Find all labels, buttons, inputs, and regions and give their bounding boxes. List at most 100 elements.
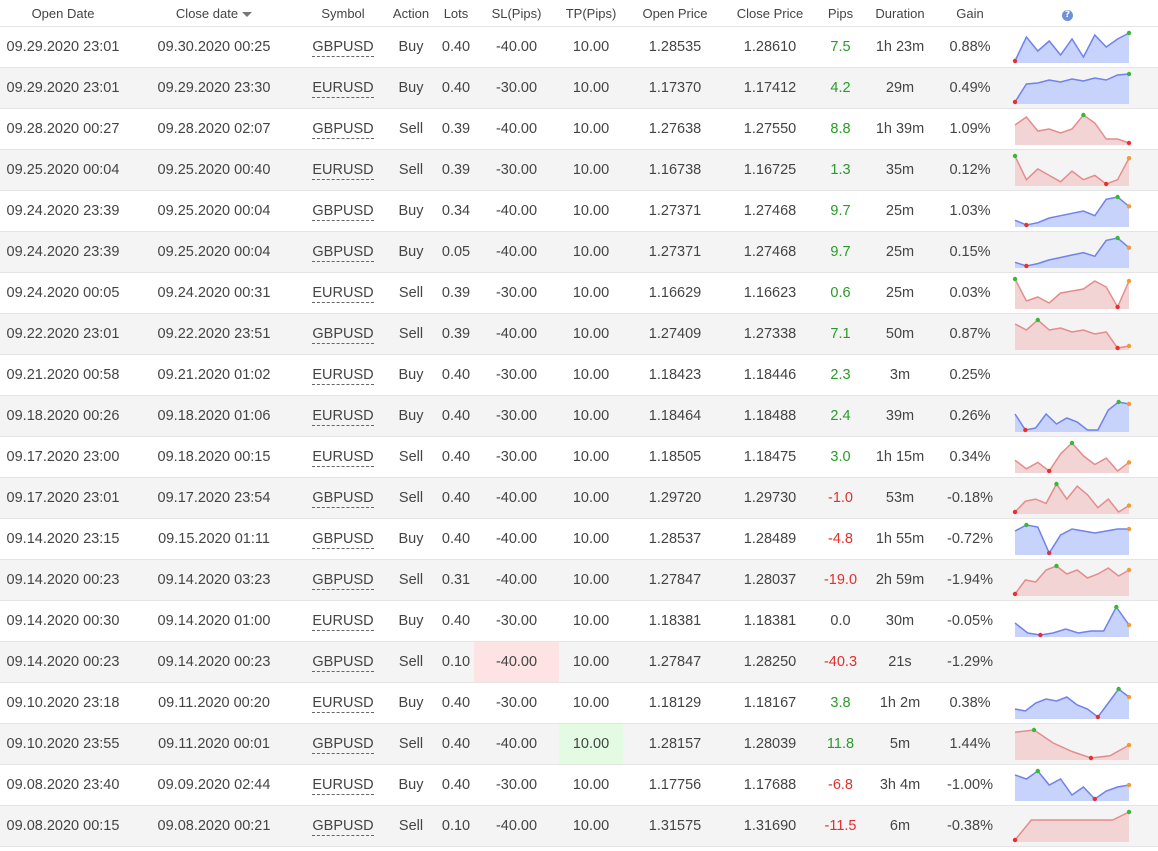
col-close-price[interactable]: Close Price [727, 0, 813, 27]
symbol-link[interactable]: GBPUSD [312, 326, 374, 344]
cell-action: Sell [384, 559, 438, 601]
symbol-link[interactable]: GBPUSD [312, 203, 374, 221]
symbol-link[interactable]: GBPUSD [312, 121, 374, 139]
symbol-link[interactable]: EURUSD [312, 367, 374, 385]
table-row[interactable]: 09.08.2020 23:40 09.09.2020 02:44 EURUSD Bu… [0, 764, 1158, 806]
cell-sl: -30.00 [474, 682, 559, 724]
cell-close-date: 09.29.2020 23:30 [126, 67, 302, 109]
pips-value: 0.6 [830, 285, 851, 301]
cell-close-date: 09.30.2020 00:25 [126, 26, 302, 68]
col-gain[interactable]: Gain [932, 0, 1008, 27]
col-action[interactable]: Action [384, 0, 438, 27]
table-row[interactable]: 09.24.2020 23:39 09.25.2020 00:04 GBPUSD Bu… [0, 231, 1158, 273]
gain-value: -0.38% [947, 818, 993, 834]
symbol-link[interactable]: GBPUSD [312, 572, 374, 590]
table-row[interactable]: 09.18.2020 00:26 09.18.2020 01:06 EURUSD Bu… [0, 395, 1158, 437]
cell-open-price: 1.27847 [623, 641, 727, 683]
table-row[interactable]: 09.10.2020 23:55 09.11.2020 00:01 GBPUSD Se… [0, 723, 1158, 765]
symbol-link[interactable]: GBPUSD [312, 818, 374, 836]
table-row[interactable]: 09.24.2020 23:39 09.25.2020 00:04 GBPUSD Bu… [0, 190, 1158, 232]
symbol-link[interactable]: EURUSD [312, 285, 374, 303]
symbol-link[interactable]: EURUSD [312, 80, 374, 98]
cell-pips: 7.5 [813, 26, 868, 68]
cell-open-price: 1.18423 [623, 354, 727, 396]
col-open-date[interactable]: Open Date [0, 0, 126, 27]
symbol-link[interactable]: GBPUSD [312, 244, 374, 262]
col-open-price[interactable]: Open Price [623, 0, 727, 27]
cell-gain: -0.38% [932, 805, 1008, 847]
cell-open-price: 1.27409 [623, 313, 727, 355]
symbol-link[interactable]: EURUSD [312, 408, 374, 426]
sparkline-line [1014, 565, 1130, 595]
cell-close-date: 09.09.2020 02:44 [126, 764, 302, 806]
table-row[interactable]: 09.21.2020 00:58 09.21.2020 01:02 EURUSD Bu… [0, 354, 1158, 396]
symbol-link[interactable]: EURUSD [312, 613, 374, 631]
symbol-link[interactable]: EURUSD [312, 777, 374, 795]
table-row[interactable]: 09.29.2020 23:01 09.30.2020 00:25 GBPUSD Bu… [0, 26, 1158, 68]
table-row[interactable]: 09.14.2020 00:30 09.14.2020 01:00 EURUSD Bu… [0, 600, 1158, 642]
gain-value: 1.44% [949, 736, 991, 752]
action-value: Buy [398, 777, 424, 793]
col-sl[interactable]: SL(Pips) [474, 0, 559, 27]
cell-gain: -0.18% [932, 477, 1008, 519]
table-row[interactable]: 09.10.2020 23:18 09.11.2020 00:20 EURUSD Bu… [0, 682, 1158, 724]
table-row[interactable]: 09.14.2020 00:23 09.14.2020 00:23 GBPUSD Se… [0, 641, 1158, 683]
sparkline-last-marker [1126, 694, 1132, 700]
sl-value: -30.00 [495, 449, 538, 465]
table-row[interactable]: 09.08.2020 00:15 09.08.2020 00:21 GBPUSD Se… [0, 805, 1158, 847]
table-row[interactable]: 09.14.2020 00:23 09.14.2020 03:23 GBPUSD Se… [0, 559, 1158, 601]
sparkline-line [1014, 769, 1130, 800]
table-row[interactable]: 09.17.2020 23:00 09.18.2020 00:15 EURUSD Se… [0, 436, 1158, 478]
symbol-link[interactable]: EURUSD [312, 449, 374, 467]
tp-value: 10.00 [572, 285, 610, 301]
cell-close-date: 09.08.2020 00:21 [126, 805, 302, 847]
cell-sl: -40.00 [474, 477, 559, 519]
duration-value: 3h 4m [879, 777, 921, 793]
sparkline-last-marker [1126, 622, 1132, 628]
cell-sparkline [1008, 149, 1158, 191]
table-row[interactable]: 09.28.2020 00:27 09.28.2020 02:07 GBPUSD Se… [0, 108, 1158, 150]
symbol-link[interactable]: GBPUSD [312, 654, 374, 672]
table-row[interactable]: 09.29.2020 23:01 09.29.2020 23:30 EURUSD Bu… [0, 67, 1158, 109]
cell-duration: 35m [868, 149, 932, 191]
sl-value: -40.00 [495, 244, 538, 260]
symbol-link[interactable]: EURUSD [312, 162, 374, 180]
cell-open-date: 09.24.2020 00:05 [0, 272, 126, 314]
cell-duration: 50m [868, 313, 932, 355]
col-duration[interactable]: Duration [868, 0, 932, 27]
table-row[interactable]: 09.24.2020 00:05 09.24.2020 00:31 EURUSD Se… [0, 272, 1158, 314]
close-date-value: 09.29.2020 23:30 [157, 80, 271, 96]
col-close-date[interactable]: Close date [126, 0, 302, 27]
cell-sparkline [1008, 436, 1158, 478]
cell-open-date: 09.29.2020 23:01 [0, 67, 126, 109]
cell-close-date: 09.18.2020 01:06 [126, 395, 302, 437]
symbol-link[interactable]: GBPUSD [312, 736, 374, 754]
help-icon[interactable]: ? [1062, 10, 1073, 21]
cell-open-date: 09.08.2020 23:40 [0, 764, 126, 806]
cell-lots: 0.39 [438, 149, 474, 191]
symbol-link[interactable]: EURUSD [312, 695, 374, 713]
action-value: Buy [398, 408, 424, 424]
table-row[interactable]: 09.25.2020 00:04 09.25.2020 00:40 EURUSD Se… [0, 149, 1158, 191]
table-row[interactable]: 09.14.2020 23:15 09.15.2020 01:11 GBPUSD Bu… [0, 518, 1158, 560]
symbol-link[interactable]: GBPUSD [312, 490, 374, 508]
col-tp[interactable]: TP(Pips) [559, 0, 623, 27]
pips-value: -6.8 [828, 777, 853, 793]
cell-duration: 30m [868, 600, 932, 642]
col-symbol[interactable]: Symbol [302, 0, 384, 27]
gain-value: 1.09% [949, 121, 991, 137]
col-pips[interactable]: Pips [813, 0, 868, 27]
cell-open-date: 09.25.2020 00:04 [0, 149, 126, 191]
sort-desc-icon [242, 11, 253, 17]
cell-open-date: 09.24.2020 23:39 [0, 190, 126, 232]
close-date-value: 09.11.2020 00:20 [158, 695, 270, 711]
symbol-link[interactable]: GBPUSD [312, 531, 374, 549]
lots-value: 0.40 [441, 39, 471, 55]
col-lots[interactable]: Lots [438, 0, 474, 27]
table-row[interactable]: 09.22.2020 23:01 09.22.2020 23:51 GBPUSD Se… [0, 313, 1158, 355]
cell-open-price: 1.18129 [623, 682, 727, 724]
cell-open-price: 1.18381 [623, 600, 727, 642]
table-row[interactable]: 09.17.2020 23:01 09.17.2020 23:54 GBPUSD Se… [0, 477, 1158, 519]
symbol-link[interactable]: GBPUSD [312, 39, 374, 57]
cell-close-date: 09.18.2020 00:15 [126, 436, 302, 478]
